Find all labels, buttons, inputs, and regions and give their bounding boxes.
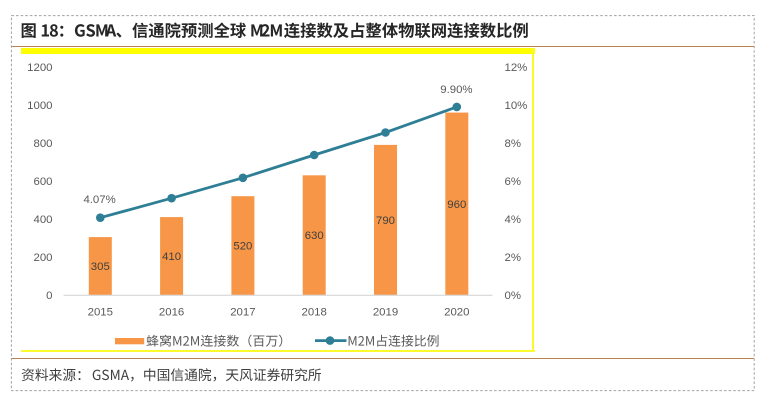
svg-text:1200: 1200 [27,62,52,74]
svg-text:12%: 12% [505,62,528,74]
svg-text:4.07%: 4.07% [83,194,115,206]
svg-text:600: 600 [33,176,52,188]
svg-text:520: 520 [233,241,252,253]
svg-text:800: 800 [33,138,52,150]
svg-text:2015: 2015 [88,307,113,319]
svg-text:2016: 2016 [159,307,184,319]
svg-text:0: 0 [46,290,52,302]
svg-text:400: 400 [33,214,52,226]
svg-text:790: 790 [376,215,395,227]
svg-text:305: 305 [91,261,110,273]
svg-text:1000: 1000 [27,100,52,112]
svg-text:10%: 10% [505,100,528,112]
svg-text:6%: 6% [505,176,521,188]
svg-text:410: 410 [162,251,181,263]
svg-text:960: 960 [447,199,466,211]
svg-text:4%: 4% [505,214,521,226]
svg-text:2%: 2% [505,252,521,264]
svg-text:630: 630 [305,230,324,242]
svg-text:8%: 8% [505,138,521,150]
svg-text:2020: 2020 [444,307,469,319]
svg-text:2019: 2019 [373,307,398,319]
svg-text:9.90%: 9.90% [440,84,472,96]
svg-text:2018: 2018 [302,307,327,319]
svg-text:2017: 2017 [230,307,255,319]
svg-text:0%: 0% [505,290,521,302]
svg-text:200: 200 [33,252,52,264]
